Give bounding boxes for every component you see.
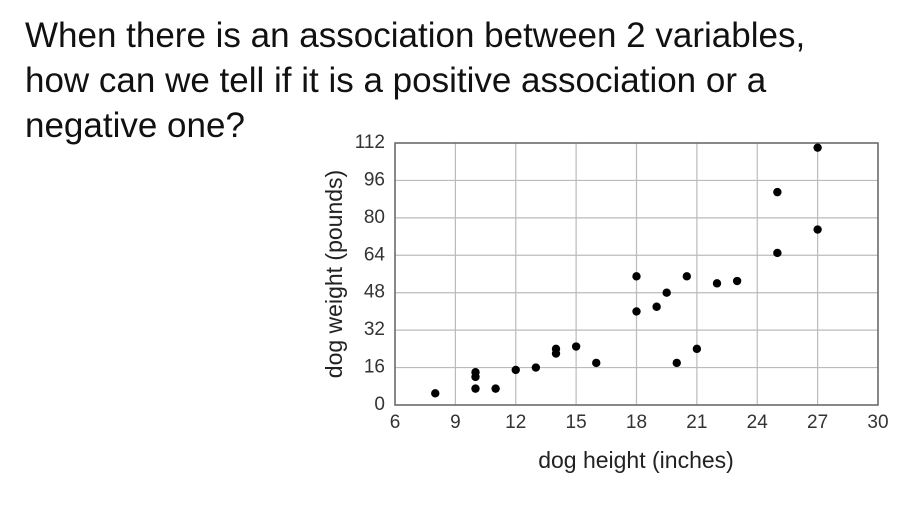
x-tick-label: 6 (390, 412, 401, 433)
point (471, 372, 480, 382)
y-tick-label: 32 (364, 319, 385, 340)
x-tick-label: 21 (686, 412, 707, 433)
x-tick-label: 18 (626, 412, 647, 433)
x-tick-label: 12 (505, 412, 526, 433)
x-axis-label: dog height (inches) (538, 447, 734, 473)
point (773, 187, 782, 197)
point (773, 248, 782, 258)
point (571, 342, 581, 351)
y-tick-label: 16 (364, 357, 385, 378)
point (491, 384, 500, 393)
y-tick-label: 80 (364, 207, 385, 228)
x-tick-label: 24 (747, 412, 769, 433)
point (692, 344, 702, 354)
x-tick-label: 27 (807, 412, 828, 433)
y-tick-label: 96 (364, 169, 385, 190)
x-tick-label: 15 (566, 412, 587, 433)
point (732, 276, 742, 286)
plot-frame (394, 142, 879, 406)
point (672, 358, 681, 368)
x-tick-label: 30 (867, 412, 888, 433)
point (813, 143, 822, 152)
point (632, 307, 641, 316)
question-line: negative one? (25, 106, 245, 145)
point (712, 279, 722, 288)
point (632, 272, 641, 281)
y-tick-label: 48 (364, 282, 385, 303)
point (662, 288, 671, 297)
point (652, 302, 661, 311)
y-tick-label: 112 (355, 132, 385, 153)
point (511, 365, 520, 375)
question-line: When there is an association between 2 v… (25, 16, 805, 55)
point (471, 384, 480, 393)
point (551, 349, 561, 358)
y-axis-label: dog weight (pounds) (321, 170, 347, 378)
point (813, 225, 822, 234)
point (531, 363, 541, 372)
y-tick-label: 64 (364, 244, 386, 265)
question-line: how can we tell if it is a positive asso… (25, 61, 767, 100)
y-tick-label: 0 (374, 394, 385, 415)
x-tick-label: 9 (450, 412, 461, 433)
point (431, 389, 440, 398)
point (592, 358, 601, 368)
point (682, 272, 692, 281)
